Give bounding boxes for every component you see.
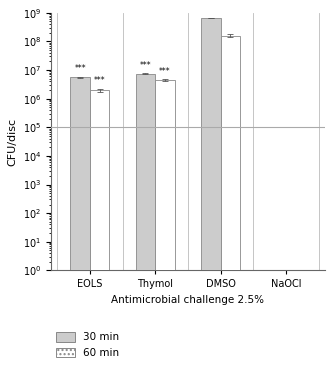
Bar	[155, 80, 175, 371]
Bar	[135, 73, 155, 371]
Bar	[90, 90, 110, 371]
Bar	[220, 36, 240, 371]
Text: ***: ***	[74, 65, 86, 73]
Bar	[201, 18, 220, 371]
Legend: 30 min, 60 min: 30 min, 60 min	[56, 332, 119, 358]
X-axis label: Antimicrobial challenge 2.5%: Antimicrobial challenge 2.5%	[111, 295, 264, 305]
Text: ***: ***	[94, 76, 106, 85]
Text: ***: ***	[140, 60, 151, 70]
Bar	[70, 78, 90, 371]
Text: ***: ***	[159, 67, 171, 76]
Y-axis label: CFU/disc: CFU/disc	[7, 118, 17, 165]
